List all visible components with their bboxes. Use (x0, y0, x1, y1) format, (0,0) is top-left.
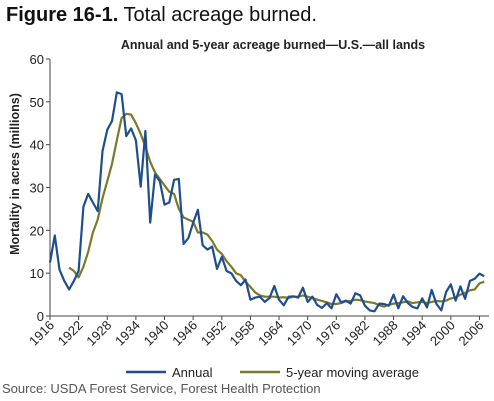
y-tick-label: 10 (30, 266, 44, 281)
chart-title: Annual and 5-year acreage burned—U.S.—al… (121, 38, 425, 52)
y-tick-label: 20 (30, 223, 44, 238)
x-tick-label: 1970 (284, 318, 315, 349)
y-axis-label: Mortality in acres (millions) (8, 93, 22, 255)
y-tick-label: 0 (37, 309, 44, 324)
x-tick-label: 1982 (341, 318, 372, 349)
legend: Annual 5-year moving average (126, 365, 419, 380)
annual-series-line (48, 91, 485, 313)
figure-number: Figure 16-1. (6, 4, 119, 26)
x-tick-label: 1988 (370, 318, 401, 349)
legend-label-annual: Annual (172, 365, 213, 380)
figure-heading: Figure 16-1. Total acreage burned. (6, 2, 490, 28)
x-tick-label: 1922 (55, 318, 86, 349)
legend-label-moving-average: 5-year moving average (286, 365, 419, 380)
x-tick-label: 2006 (456, 318, 487, 349)
x-tick-label: 1934 (112, 318, 143, 349)
y-tick-label: 50 (30, 95, 44, 110)
x-tick-label: 1994 (398, 318, 429, 349)
y-tick-label: 40 (30, 138, 44, 153)
y-tick-label: 30 (30, 181, 44, 196)
x-tick-label: 1940 (141, 318, 172, 349)
figure-caption: Total acreage burned. (123, 4, 317, 26)
x-tick-label: 1964 (255, 318, 286, 349)
x-tick-label: 2000 (427, 318, 458, 349)
x-tick-label: 1952 (198, 318, 229, 349)
x-tick-label: 1916 (26, 318, 57, 349)
x-tick-label: 1928 (83, 318, 114, 349)
x-tick-label: 1946 (169, 318, 200, 349)
series-layer (48, 91, 485, 313)
x-tick-label: 1976 (312, 318, 343, 349)
y-tick-label: 60 (30, 52, 44, 67)
x-tick-label: 1958 (226, 318, 257, 349)
source-note: Source: USDA Forest Service, Forest Heal… (2, 381, 321, 396)
moving-average-series-line (68, 112, 485, 308)
